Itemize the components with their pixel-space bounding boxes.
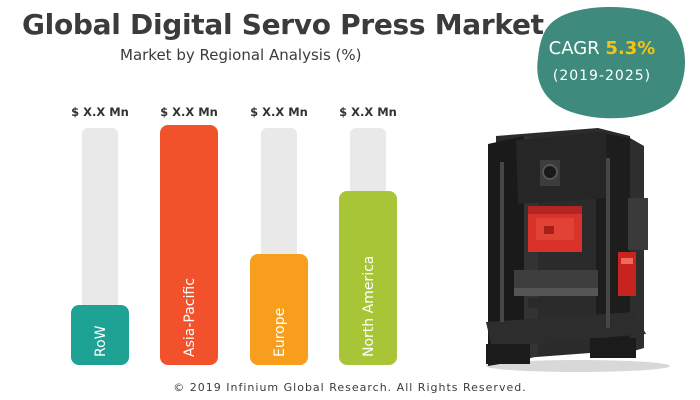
category-label-0: RoW [93,325,109,357]
value-label-3: $ X.X Mn [339,105,397,119]
value-label-0: $ X.X Mn [71,105,129,119]
category-label-3: North America [361,256,377,357]
value-label-2: $ X.X Mn [250,105,308,119]
chart-title: Global Digital Servo Press Market [22,8,544,41]
bar-1 [160,125,218,365]
value-label-1: $ X.X Mn [160,105,218,119]
footer-copyright: © 2019 Infinium Global Research. All Rig… [173,381,527,394]
cagr-label-row: CAGR 5.3% [536,38,668,59]
cagr-badge-background [537,6,686,119]
bar-chart: $ X.X Mn RoW $ X.X Mn Asia-Pacific $ X.X Mn E… [71,105,397,365]
cagr-label: CAGR [548,38,600,59]
bar-3 [339,191,397,365]
servo-press-machine-icon [486,128,670,372]
category-label-2: Europe [272,308,288,357]
cagr-period: (2019-2025) [552,68,652,84]
cagr-value: 5.3% [605,38,656,59]
bar-0 [71,305,129,365]
category-label-1: Asia-Pacific [182,278,198,357]
bar-2 [250,254,308,365]
chart-subtitle: Market by Regional Analysis (%) [120,46,362,64]
